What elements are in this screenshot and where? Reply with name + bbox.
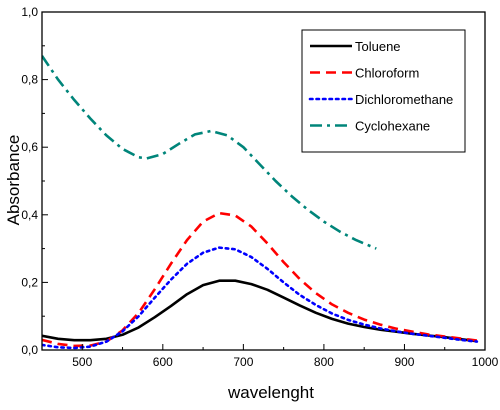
plot-layer [42,55,479,350]
x-tick-label: 700 [233,355,253,369]
y-tick-label: 0,6 [21,140,38,154]
series-line-chloroform [42,211,478,348]
y-tick-label: 0,8 [21,73,38,87]
y-tick-label: 0,4 [21,208,38,222]
legend-label-toluene: Toluene [355,39,401,54]
y-tick-label: 1,0 [21,5,38,19]
y-tick-label: 0,2 [21,275,38,289]
y-axis-title: Absorbance [4,135,23,226]
series-line-cyclohexane [42,55,377,250]
series-line-dichloromethane [42,246,479,350]
legend-label-dichloromethane: Dichloromethane [355,92,453,107]
legend-label-cyclohexane: Cyclohexane [355,119,430,134]
legend: Toluene Chloroform Dichloromethane Cyclohex… [301,29,466,153]
x-tick-label: 1000 [472,355,499,369]
x-tick-label: 900 [394,355,414,369]
x-tick-label: 600 [153,355,173,369]
y-tick-label: 0,0 [21,343,38,357]
legend-label-chloroform: Chloroform [355,66,419,81]
x-axis-title: wavelenght [227,383,314,402]
x-tick-label: 800 [314,355,334,369]
axes-layer: 500 600 700 800 900 1000 0,0 0,2 0,4 0,6 0,8 1,0 [21,5,498,369]
x-tick-label: 500 [72,355,92,369]
legend-box [301,29,466,153]
